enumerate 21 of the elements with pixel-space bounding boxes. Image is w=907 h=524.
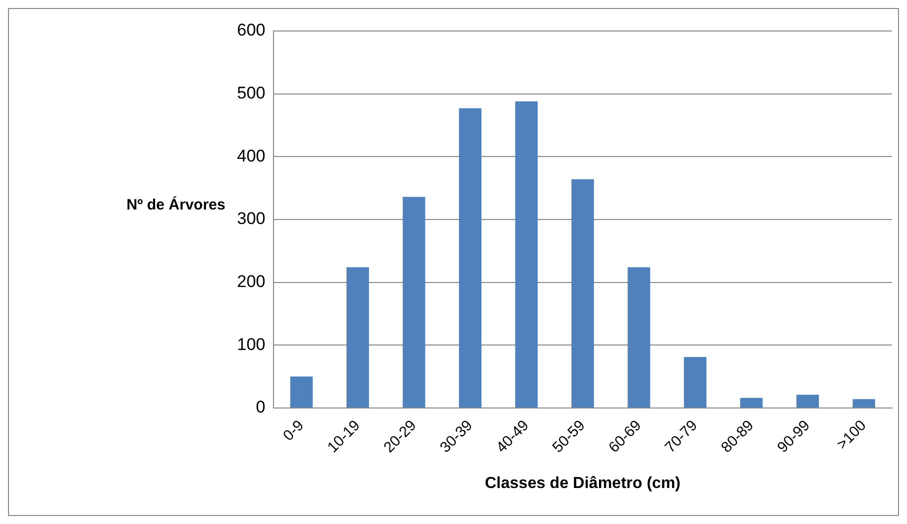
x-axis-title: Classes de Diâmetro (cm) [484,474,680,492]
y-tick-label: 300 [236,209,266,228]
y-axis-title: Nº de Árvores [126,196,226,214]
bar [852,399,876,408]
x-tick-label: 0-9 [280,417,308,444]
bar [740,398,763,408]
bar [346,267,369,408]
y-tick-label: 100 [236,334,266,354]
y-tick-label: 400 [236,146,266,166]
bar [290,376,313,408]
bar [796,394,819,408]
y-tick-label: 0 [256,398,266,417]
bar [684,357,706,408]
bar [402,196,426,408]
y-tick-label: 500 [236,84,266,103]
bar [628,267,650,408]
y-tick-label: 200 [236,272,266,291]
bar [458,108,482,408]
bar [515,101,538,408]
y-tick-label: 600 [236,20,266,40]
bar [571,179,594,408]
